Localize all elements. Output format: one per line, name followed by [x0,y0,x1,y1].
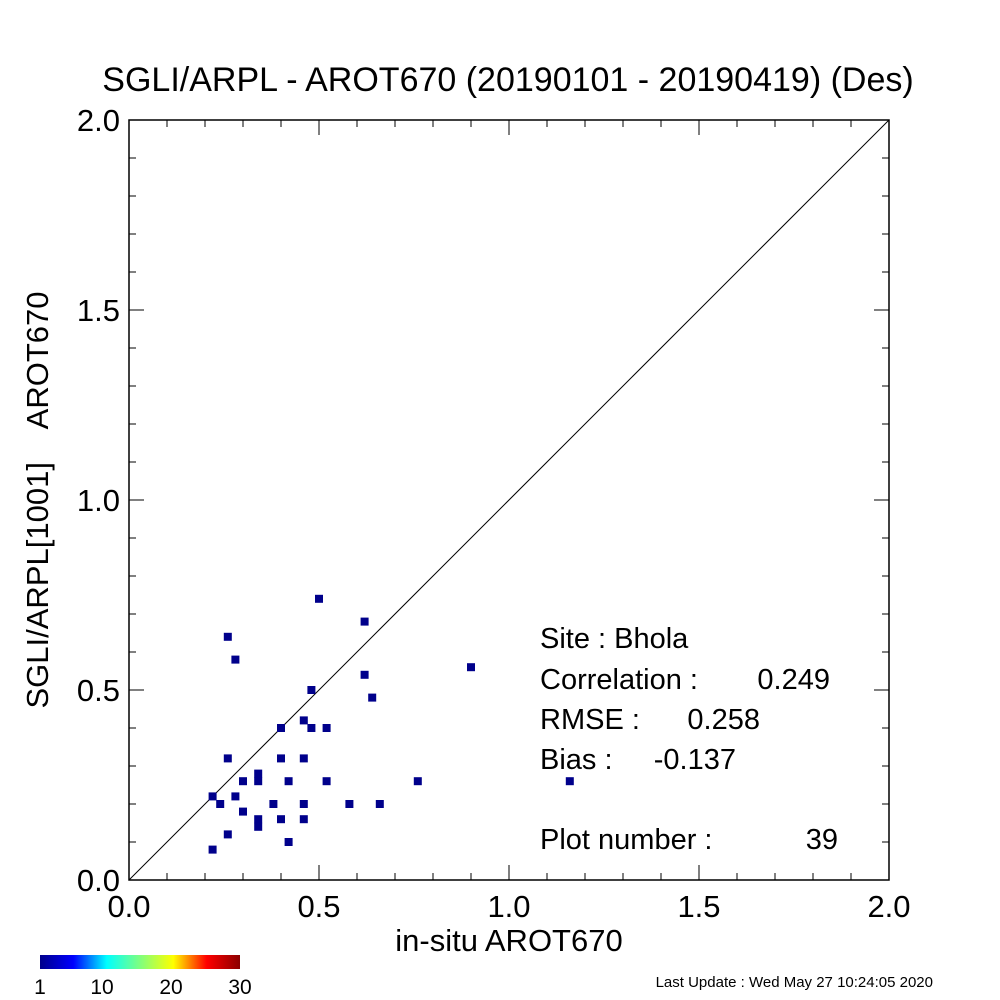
y-tick-label: 2.0 [77,103,120,138]
data-point [360,617,369,626]
data-point [368,693,377,702]
data-point [223,632,232,641]
y-tick-label: 1.0 [77,483,120,518]
stat-value: -0.137 [654,744,736,776]
data-point [254,815,263,824]
data-point [345,800,354,808]
data-point [284,777,293,786]
last-update-text: Last Update : Wed May 27 10:24:05 2020 [656,974,933,991]
data-point [254,769,263,778]
colorbar [40,955,240,969]
data-point [299,800,308,808]
data-point [208,845,217,854]
data-point [208,792,217,801]
data-point [299,716,308,725]
y-tick-label: 1.5 [77,293,120,328]
y-tick-label: 0.0 [77,863,120,898]
colorbar-ticks: 1 10 20 30 [34,976,252,999]
colorbar-tick-label: 20 [159,976,182,999]
data-point [467,663,475,672]
data-point [239,807,247,816]
x-tick-label: 1.5 [677,889,720,924]
data-point [223,754,232,763]
data-point [231,792,240,801]
x-tick-label: 1.0 [487,889,530,924]
data-point [375,800,384,808]
data-point [307,686,316,694]
stat-label: Plot number : [540,824,712,856]
data-point [322,777,331,786]
data-point [299,815,308,824]
data-point [322,724,331,732]
stat-label: Bias : [540,744,613,776]
data-point [239,777,247,786]
stat-value: 39 [806,824,838,856]
data-point [254,822,263,831]
x-tick-labels: 0.0 0.5 1.0 1.5 2.0 [107,889,910,924]
data-point [254,777,263,786]
data-point [216,800,225,808]
chart-title: SGLI/ARPL - AROT670 (20190101 - 20190419… [102,61,913,99]
data-point [269,800,278,808]
data-points [208,594,574,854]
data-point [284,838,293,846]
data-point [307,724,316,732]
data-point [360,670,369,679]
colorbar-tick-label: 1 [34,976,46,999]
data-point [277,754,285,763]
stat-label: Correlation : [540,664,698,696]
colorbar-tick-label: 30 [228,976,251,999]
stat-value: 0.249 [757,664,830,696]
data-point [565,777,574,786]
x-tick-label: 0.0 [107,889,150,924]
axis-ticks [128,119,890,881]
stat-label: RMSE : [540,704,640,736]
x-tick-label: 2.0 [867,889,910,924]
stat-label: Site : Bhola [540,623,689,655]
data-point [277,724,285,732]
stat-value: 0.258 [687,704,760,736]
stats-annotation: Site : Bhola Correlation : 0.249 RMSE : 0.25… [540,623,838,856]
data-point [315,594,323,603]
data-point [413,777,422,786]
one-to-one-line [128,119,890,881]
x-axis-label: in-situ AROT670 [395,923,622,958]
y-axis-label: SGLI/ARPL[1001] AROT670 [20,291,55,708]
data-point [299,754,308,763]
y-tick-labels: 0.0 0.5 1.0 1.5 2.0 [77,103,120,898]
data-point [277,815,285,824]
y-tick-label: 0.5 [77,673,120,708]
data-point [231,655,240,664]
x-tick-label: 0.5 [297,889,340,924]
data-point [223,830,232,839]
colorbar-tick-label: 10 [90,976,113,999]
